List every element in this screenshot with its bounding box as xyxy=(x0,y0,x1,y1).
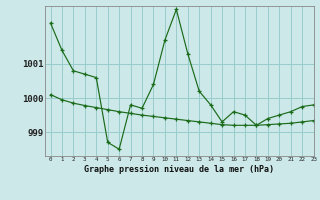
X-axis label: Graphe pression niveau de la mer (hPa): Graphe pression niveau de la mer (hPa) xyxy=(84,165,274,174)
